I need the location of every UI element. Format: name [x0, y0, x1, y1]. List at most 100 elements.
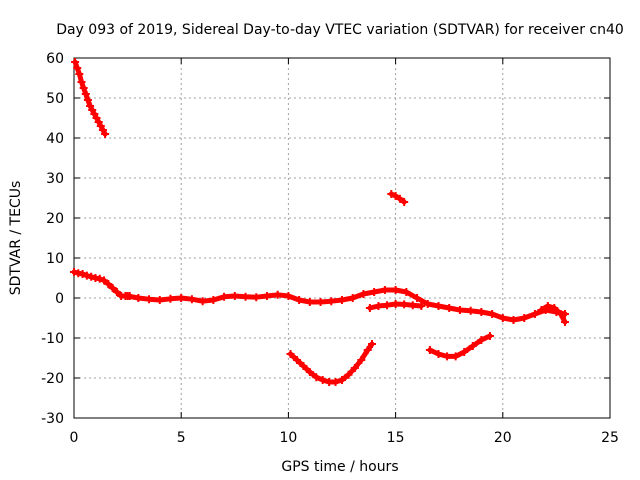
data-point [365, 304, 374, 312]
y-tick-label: 10 [46, 251, 64, 267]
data-point [402, 288, 411, 296]
data-point [95, 274, 104, 283]
y-tick-label: 30 [46, 171, 64, 187]
data-point [391, 192, 400, 200]
data-point [550, 304, 559, 312]
y-tick-label: 0 [55, 291, 64, 307]
series-segment-6 [425, 332, 494, 361]
data-point [123, 292, 132, 300]
data-point [82, 271, 91, 280]
data-point [273, 290, 282, 299]
y-tick-label: 50 [46, 91, 64, 107]
y-tick-label: 20 [46, 211, 64, 227]
x-tick-label: 25 [601, 430, 619, 446]
chart-title: Day 093 of 2019, Sidereal Day-to-day VTE… [56, 22, 624, 38]
series-line [125, 287, 568, 323]
data-point [348, 294, 357, 302]
data-point [477, 308, 486, 316]
data-point [460, 348, 469, 356]
data-point [368, 340, 377, 348]
data-point [220, 292, 229, 301]
data-layer [70, 58, 569, 386]
data-point [408, 301, 417, 310]
axis-ticks: 0 5 10 15 20 25 -30 -20 -10 0 10 20 30 40 50 60 [41, 51, 619, 446]
data-point [498, 314, 507, 322]
data-point [445, 304, 454, 312]
data-point [530, 310, 539, 318]
series-segment-8 [537, 302, 569, 326]
data-point [395, 194, 404, 203]
data-point [413, 294, 422, 302]
data-point [543, 302, 552, 310]
data-point [537, 306, 546, 314]
data-point [391, 286, 400, 294]
data-point [108, 284, 117, 292]
data-point [468, 342, 477, 350]
data-point [383, 301, 392, 310]
data-point [327, 297, 336, 306]
data-point [560, 318, 569, 326]
y-tick-label: -30 [41, 411, 64, 427]
data-point [305, 368, 314, 376]
data-point [187, 295, 196, 304]
data-point [230, 292, 239, 300]
data-point [101, 130, 110, 138]
data-point [485, 332, 494, 340]
data-point [305, 298, 314, 306]
data-point [425, 346, 434, 354]
data-point [357, 356, 366, 364]
data-point [556, 310, 565, 318]
data-point [509, 316, 518, 324]
data-point [81, 90, 90, 98]
y-tick-label: -20 [41, 371, 64, 387]
data-point [292, 356, 301, 364]
data-point [363, 346, 372, 354]
data-point [77, 78, 86, 86]
x-tick-label: 10 [279, 430, 297, 446]
data-point [71, 58, 80, 66]
data-point [70, 268, 78, 276]
series-segment-5 [286, 340, 377, 386]
data-point [488, 310, 497, 318]
data-point [338, 376, 346, 384]
y-tick-label: -10 [41, 331, 64, 347]
data-point [312, 373, 321, 382]
data-point [338, 296, 346, 304]
data-point [455, 306, 464, 314]
series-segment-3 [123, 286, 569, 324]
data-point [286, 350, 295, 358]
data-point [477, 336, 486, 344]
data-point [78, 270, 87, 278]
data-point [198, 297, 207, 306]
data-point [400, 300, 409, 309]
data-point [400, 198, 409, 206]
data-point [316, 298, 325, 306]
data-point [370, 288, 379, 296]
data-point [417, 302, 426, 310]
data-point [134, 294, 143, 302]
data-point [423, 300, 432, 308]
data-point [75, 70, 84, 78]
data-point [262, 292, 271, 300]
grid [74, 58, 610, 418]
data-point [284, 292, 293, 300]
data-point [359, 290, 368, 298]
x-tick-label: 0 [70, 430, 79, 446]
data-point [166, 294, 175, 303]
data-point [443, 352, 452, 361]
data-point [112, 288, 121, 296]
data-point [295, 296, 304, 304]
data-point [380, 286, 389, 294]
data-point [344, 370, 353, 379]
data-point [299, 362, 308, 370]
series-segment-7 [387, 190, 409, 206]
data-point [520, 314, 529, 322]
y-tick-label: 40 [46, 131, 64, 147]
data-point [79, 84, 88, 92]
data-point [350, 364, 359, 372]
data-point [209, 296, 218, 304]
data-point [391, 300, 400, 308]
data-point [104, 280, 113, 288]
data-point [451, 352, 460, 361]
